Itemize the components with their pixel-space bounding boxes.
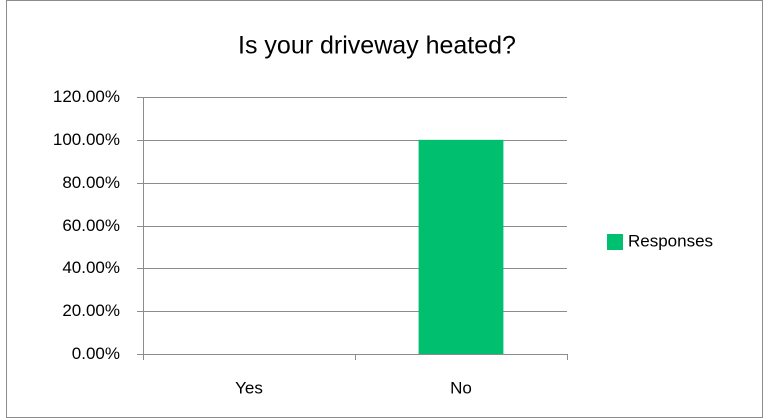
- y-tick-label: 80.00%: [62, 173, 120, 192]
- y-tick-label: 40.00%: [62, 258, 120, 277]
- x-tick-label: No: [450, 378, 472, 397]
- legend-swatch: [607, 234, 623, 250]
- y-tick-label: 120.00%: [53, 87, 120, 106]
- chart-border: [6, 0, 763, 418]
- x-tick-label: Yes: [235, 378, 263, 397]
- y-tick-label: 100.00%: [53, 130, 120, 149]
- bar: [418, 139, 504, 354]
- chart-title: Is your driveway heated?: [238, 32, 516, 60]
- y-tick-label: 0.00%: [72, 344, 120, 363]
- y-tick-label: 60.00%: [62, 216, 120, 235]
- y-tick-label: 20.00%: [62, 301, 120, 320]
- legend-label: Responses: [628, 231, 713, 250]
